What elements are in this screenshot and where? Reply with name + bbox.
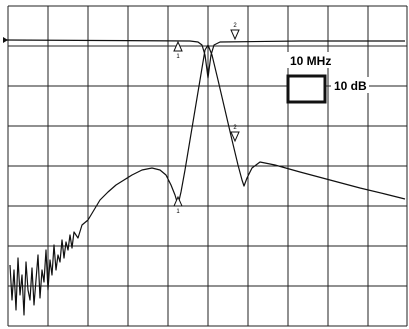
marker-2-top (230, 29, 240, 41)
scale-box (286, 74, 327, 104)
marker-1-bottom (173, 195, 183, 207)
amplitude-scale: 10 dB (334, 79, 367, 93)
marker-label: 2 (233, 125, 237, 131)
marker-label: 2 (233, 23, 237, 29)
label-backdrop (331, 77, 369, 93)
trace-top (4, 39, 405, 79)
label-backdrop (286, 52, 330, 68)
marker-1-top (173, 40, 183, 52)
marker-2-bottom (230, 131, 240, 143)
marker-label: 1 (176, 209, 180, 215)
trace-bottom (9, 44, 406, 316)
frequency-scale: 10 MHz (290, 54, 331, 68)
marker-label: 1 (176, 54, 180, 60)
